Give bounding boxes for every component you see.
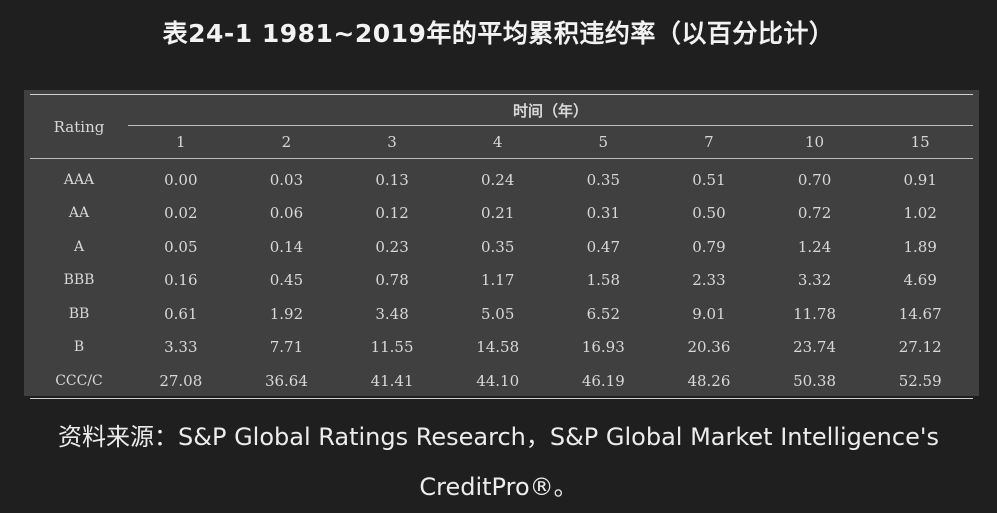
- table-image: Rating 时间（年） 1 2 3 4 5 7 10 15 AAA 0.00 0.03 0.13 0…: [24, 90, 979, 399]
- rate-cell: 0.23: [375, 237, 409, 256]
- rate-cell: 14.67: [898, 304, 942, 323]
- year-header: 5: [550, 125, 657, 159]
- year-header: 3: [339, 125, 445, 159]
- rate-cell: 0.12: [375, 204, 409, 223]
- rate-cell: 1.92: [269, 304, 304, 323]
- source-line-2: CreditPro®。: [419, 473, 578, 501]
- rate-cell: 3.32: [797, 271, 832, 290]
- rate-cell: 0.47: [586, 237, 621, 256]
- rating-cell: BBB: [63, 272, 95, 289]
- rate-cell: 4.69: [903, 271, 937, 290]
- rate-cell: 0.35: [480, 237, 515, 256]
- rate-cell: 27.12: [898, 338, 942, 357]
- rate-cell: 1.17: [480, 271, 515, 290]
- year-header: 7: [656, 125, 762, 159]
- rate-cell: 1.58: [586, 271, 621, 290]
- rate-cell: 0.91: [903, 170, 937, 189]
- year-header: 15: [867, 125, 973, 159]
- year-header-row: 1 2 3 4 5 7 10 15: [30, 125, 973, 159]
- rate-cell: 0.14: [269, 237, 304, 256]
- rate-cell: 36.64: [264, 371, 308, 390]
- rate-cell: 0.03: [269, 170, 304, 189]
- rate-cell: 0.02: [164, 204, 198, 223]
- rate-cell: 5.05: [480, 304, 515, 323]
- rate-cell: 14.58: [476, 338, 520, 357]
- year-header: 2: [233, 125, 340, 159]
- rate-cell: 7.71: [269, 338, 304, 357]
- rate-cell: 44.10: [476, 371, 520, 390]
- rate-cell: 11.55: [370, 338, 414, 357]
- rate-cell: 27.08: [159, 371, 203, 390]
- rate-cell: 0.13: [375, 170, 409, 189]
- default-rate-table: Rating 时间（年） 1 2 3 4 5 7 10 15 AAA 0.00 0.03 0.13 0…: [30, 94, 973, 399]
- rating-cell: B: [73, 339, 85, 356]
- rate-cell: 0.35: [586, 170, 621, 189]
- rate-cell: 48.26: [687, 371, 731, 390]
- rate-cell: 0.00: [164, 170, 198, 189]
- rating-cell: AA: [68, 205, 90, 222]
- rate-cell: 0.51: [692, 170, 726, 189]
- rate-cell: 0.50: [692, 204, 726, 223]
- rate-cell: 1.24: [797, 237, 832, 256]
- rate-cell: 9.01: [692, 304, 726, 323]
- rate-cell: 3.33: [164, 338, 198, 357]
- rate-cell: 1.89: [903, 237, 937, 256]
- rate-cell: 52.59: [898, 371, 942, 390]
- rate-cell: 0.06: [269, 204, 304, 223]
- rate-cell: 0.21: [480, 204, 515, 223]
- year-header: 4: [444, 125, 551, 159]
- rating-cell: AAA: [63, 171, 95, 188]
- rate-cell: 0.45: [269, 271, 304, 290]
- year-header: 1: [128, 125, 234, 159]
- rate-cell: 0.05: [164, 237, 198, 256]
- source-line-1: 资料来源：S&P Global Ratings Research，S&P Glo…: [58, 423, 939, 451]
- rate-cell: 11.78: [793, 304, 837, 323]
- table-row: CCC/C 27.08 36.64 41.41 44.10 46.19 48.26 50.38…: [30, 364, 973, 398]
- rate-cell: 46.19: [581, 371, 625, 390]
- table-row: AA 0.02 0.06 0.12 0.21 0.31 0.50 0.72 1.02: [30, 197, 973, 231]
- rate-cell: 0.24: [480, 170, 515, 189]
- time-group-header: 时间（年）: [512, 101, 588, 120]
- table-body: AAA 0.00 0.03 0.13 0.24 0.35 0.51 0.70 0.91 AA 0.0…: [30, 159, 973, 398]
- rating-cell: A: [73, 238, 85, 255]
- rate-cell: 0.16: [164, 271, 198, 290]
- rate-cell: 23.74: [793, 338, 837, 357]
- rate-cell: 0.79: [692, 237, 726, 256]
- table-row: A 0.05 0.14 0.23 0.35 0.47 0.79 1.24 1.89: [30, 230, 973, 264]
- rate-cell: 0.61: [164, 304, 198, 323]
- table-title: 表24-1 1981~2019年的平均累积违约率（以百分比计）: [162, 19, 835, 48]
- rate-cell: 2.33: [692, 271, 726, 290]
- rating-cell: BB: [68, 305, 90, 322]
- rate-cell: 0.78: [375, 271, 409, 290]
- source-note: 资料来源：S&P Global Ratings Research，S&P Glo…: [0, 412, 997, 512]
- rate-cell: 20.36: [687, 338, 731, 357]
- table-row: BB 0.61 1.92 3.48 5.05 6.52 9.01 11.78 14.67: [30, 297, 973, 331]
- rate-cell: 41.41: [370, 371, 414, 390]
- rate-cell: 6.52: [586, 304, 621, 323]
- table-row: B 3.33 7.71 11.55 14.58 16.93 20.36 23.74 27.12: [30, 331, 973, 365]
- rate-cell: 1.02: [903, 204, 937, 223]
- rate-cell: 3.48: [375, 304, 409, 323]
- rating-column-header: Rating: [30, 94, 128, 159]
- rate-cell: 50.38: [793, 371, 837, 390]
- rate-cell: 0.31: [586, 204, 621, 223]
- rate-cell: 0.70: [797, 170, 832, 189]
- rating-cell: CCC/C: [55, 372, 103, 389]
- year-header: 10: [761, 125, 868, 159]
- table-row: AAA 0.00 0.03 0.13 0.24 0.35 0.51 0.70 0.91: [30, 159, 973, 197]
- rate-cell: 16.93: [581, 338, 625, 357]
- rate-cell: 0.72: [797, 204, 832, 223]
- table-row: BBB 0.16 0.45 0.78 1.17 1.58 2.33 3.32 4.69: [30, 264, 973, 298]
